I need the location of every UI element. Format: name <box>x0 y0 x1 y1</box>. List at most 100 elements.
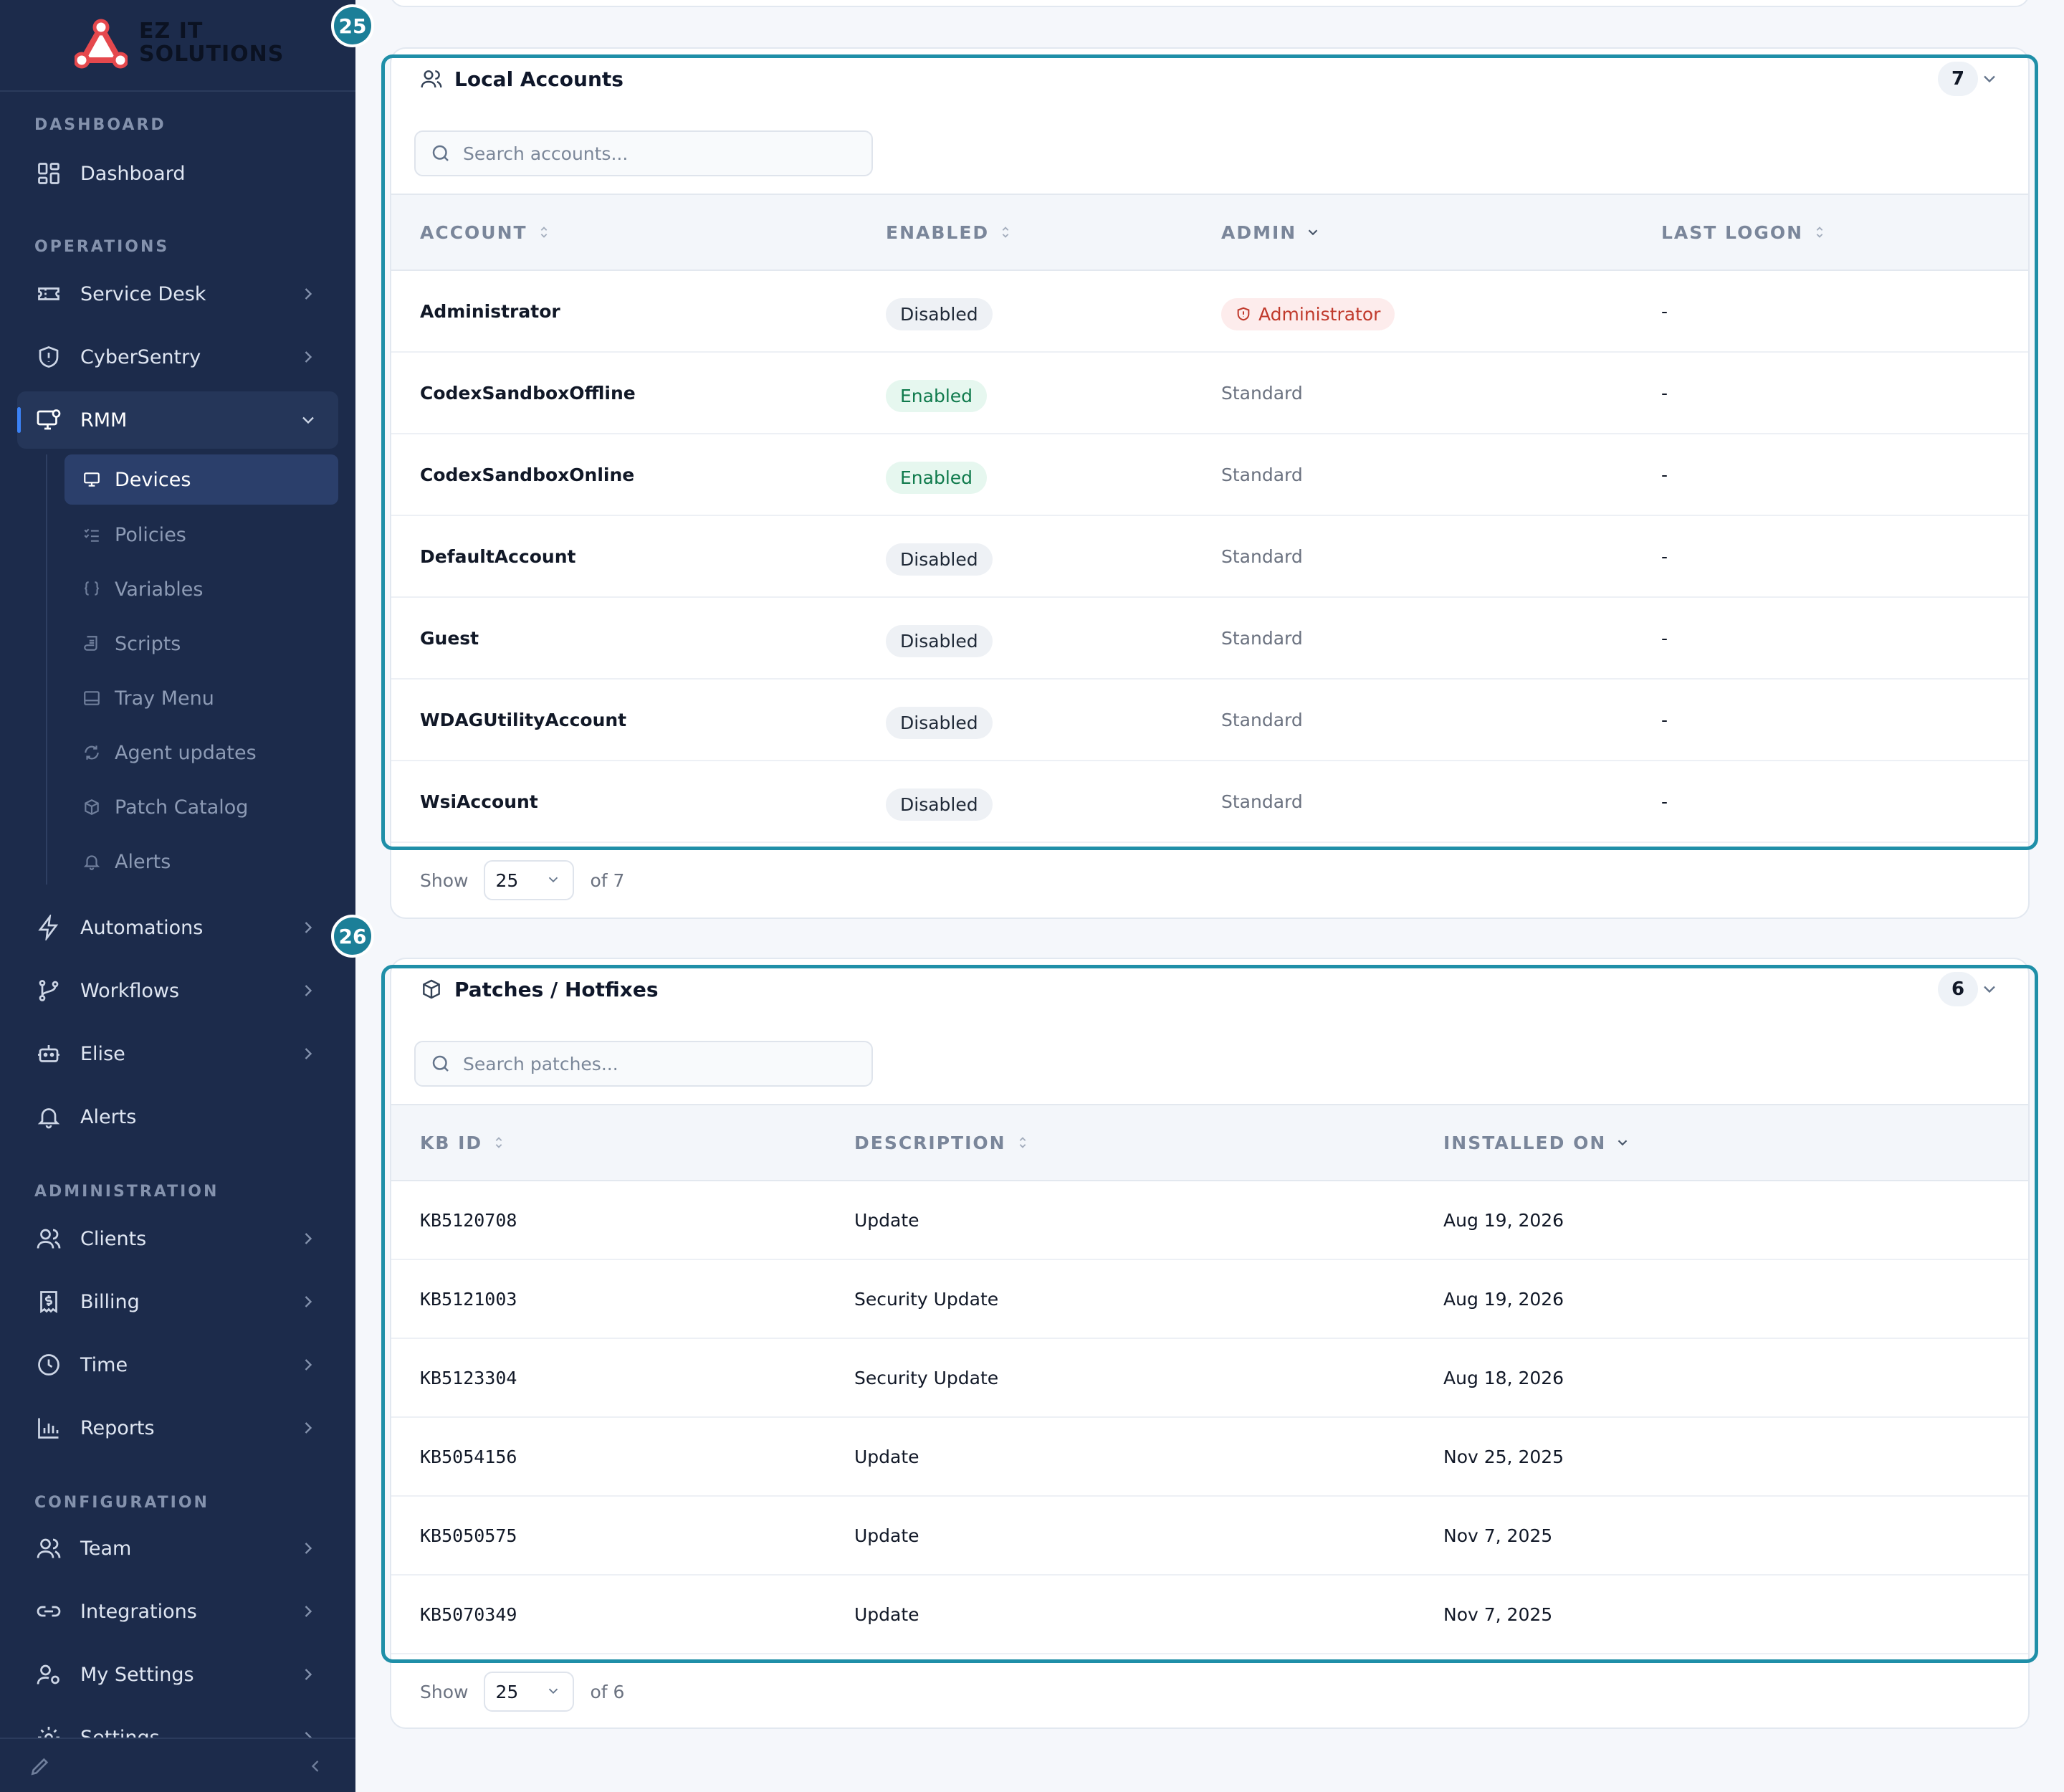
sort-icon <box>1002 227 1009 238</box>
table-row[interactable]: Administrator Disabled Administrator - <box>391 271 2028 353</box>
pencil-icon[interactable] <box>29 1755 52 1778</box>
enabled-cell: Disabled <box>886 519 993 599</box>
chevron-right-icon <box>305 1669 312 1680</box>
sidebar-item-integrations[interactable]: Integrations <box>17 1583 338 1640</box>
table-row[interactable]: KB5120708 Update Aug 19, 2026 <box>391 1181 2028 1260</box>
pagination-total: of 7 <box>590 869 625 891</box>
sidebar-footer <box>0 1738 355 1792</box>
shield-alert-icon <box>1237 307 1250 321</box>
admin-cell: Administrator <box>1221 274 1395 354</box>
sidebar-subitem-patch-catalog[interactable]: Patch Catalog <box>64 782 338 832</box>
search-patches-input[interactable] <box>463 1053 850 1074</box>
table-row[interactable]: CodexSandboxOnline Enabled Standard - <box>391 434 2028 516</box>
installed-on: Aug 19, 2026 <box>1443 1288 1564 1310</box>
brand-name-line2: SOLUTIONS <box>139 42 285 67</box>
column-header-kb-id[interactable]: KB ID <box>420 1105 507 1180</box>
column-header-label: ACCOUNT <box>420 221 527 243</box>
table-row[interactable]: CodexSandboxOffline Enabled Standard - <box>391 353 2028 434</box>
sidebar-item-label: Automations <box>80 916 204 939</box>
sidebar-subitem-policies[interactable]: Policies <box>64 510 338 560</box>
account-name: Guest <box>420 627 479 649</box>
table-row[interactable]: DefaultAccount Disabled Standard - <box>391 516 2028 598</box>
kb-id: KB5050575 <box>420 1525 517 1546</box>
kb-id: KB5054156 <box>420 1446 517 1467</box>
sidebar-item-automations[interactable]: Automations <box>17 899 338 956</box>
sidebar-item-dashboard[interactable]: Dashboard <box>17 145 338 202</box>
page-size-select[interactable]: 25 <box>484 860 575 900</box>
sidebar-item-service-desk[interactable]: Service Desk <box>17 265 338 323</box>
sidebar-item-label: Clients <box>80 1227 147 1250</box>
status-badge: Disabled <box>886 706 993 739</box>
chevron-down-icon[interactable] <box>1979 69 2000 89</box>
search-accounts-input[interactable] <box>463 143 850 164</box>
enabled-cell: Enabled <box>886 356 988 436</box>
users-icon <box>419 66 444 92</box>
column-header-installed-on[interactable]: INSTALLED ON <box>1443 1105 1630 1180</box>
sidebar-subitem-label: Patch Catalog <box>115 796 249 819</box>
sidebar-item-workflows[interactable]: Workflows <box>17 962 338 1019</box>
column-header-enabled[interactable]: ENABLED <box>886 195 1013 270</box>
installed-on: Nov 7, 2025 <box>1443 1603 1553 1625</box>
chevron-right-icon <box>305 351 312 363</box>
sidebar-subitem-label: Alerts <box>115 850 171 873</box>
sidebar-subitem-variables[interactable]: Variables <box>64 564 338 614</box>
sidebar-item-my-settings[interactable]: My Settings <box>17 1646 338 1703</box>
sidebar-item-label: CyberSentry <box>80 345 201 368</box>
bell-icon <box>82 852 102 872</box>
section-label-administration: ADMINISTRATION <box>34 1183 219 1201</box>
table-row[interactable]: KB5121003 Security Update Aug 19, 2026 <box>391 1260 2028 1339</box>
page-size-select[interactable]: 25 <box>484 1672 575 1712</box>
monitor-gear-icon <box>34 406 63 434</box>
search-patches-field[interactable] <box>414 1041 873 1087</box>
chevron-right-icon <box>305 1233 312 1244</box>
column-header-description[interactable]: DESCRIPTION <box>854 1105 1031 1180</box>
sidebar-item-rmm[interactable]: RMM <box>17 391 338 449</box>
list-check-icon <box>82 525 102 545</box>
sidebar-subitem-scripts[interactable]: Scripts <box>64 619 338 669</box>
search-accounts-field[interactable] <box>414 130 873 176</box>
table-row[interactable]: KB5123304 Security Update Aug 18, 2026 <box>391 1339 2028 1418</box>
scroll-icon <box>82 634 102 654</box>
patches-title: Patches / Hotfixes <box>419 973 658 1005</box>
user-cog-icon <box>34 1660 63 1689</box>
sidebar-item-label: My Settings <box>80 1663 194 1686</box>
collapse-sidebar-icon[interactable] <box>305 1756 325 1776</box>
sidebar-item-alerts[interactable]: Alerts <box>17 1088 338 1145</box>
tray-icon <box>82 688 102 708</box>
sidebar-item-time[interactable]: Time <box>17 1336 338 1393</box>
patch-description: Update <box>854 1603 919 1625</box>
column-header-account[interactable]: ACCOUNT <box>420 195 552 270</box>
sort-desc-icon <box>1618 1140 1628 1146</box>
chevron-down-icon[interactable] <box>1979 979 2000 999</box>
bot-icon <box>34 1039 63 1068</box>
account-name: WDAGUtilityAccount <box>420 709 627 730</box>
table-row[interactable]: WDAGUtilityAccount Disabled Standard - <box>391 680 2028 761</box>
sidebar-item-elise[interactable]: Elise <box>17 1025 338 1082</box>
status-badge: Enabled <box>886 461 988 494</box>
table-row[interactable]: KB5070349 Update Nov 7, 2025 <box>391 1576 2028 1654</box>
sidebar-item-billing[interactable]: Billing <box>17 1273 338 1330</box>
table-row[interactable]: KB5050575 Update Nov 7, 2025 <box>391 1497 2028 1576</box>
sidebar-item-reports[interactable]: Reports <box>17 1399 338 1457</box>
grid-icon <box>34 159 63 188</box>
sidebar-item-cybersentry[interactable]: CyberSentry <box>17 328 338 386</box>
step-badge-25: 25 <box>331 4 374 47</box>
sidebar-item-clients[interactable]: Clients <box>17 1210 338 1267</box>
section-label-configuration: CONFIGURATION <box>34 1494 209 1512</box>
pagination-show-label: Show <box>420 869 469 891</box>
section-label-operations: OPERATIONS <box>34 238 170 256</box>
sidebar-item-team[interactable]: Team <box>17 1520 338 1577</box>
column-header-admin[interactable]: ADMIN <box>1221 195 1321 270</box>
column-header-last-logon[interactable]: LAST LOGON <box>1661 195 1828 270</box>
table-row[interactable]: Guest Disabled Standard - <box>391 598 2028 680</box>
bolt-icon <box>34 913 63 942</box>
status-badge: Disabled <box>886 543 993 576</box>
sidebar-subitem-devices[interactable]: Devices <box>64 454 338 505</box>
table-row[interactable]: KB5054156 Update Nov 25, 2025 <box>391 1418 2028 1497</box>
sidebar-subitem-tray-menu[interactable]: Tray Menu <box>64 673 338 723</box>
table-row[interactable]: WsiAccount Disabled Standard - <box>391 761 2028 843</box>
sidebar-subitem-agent-updates[interactable]: Agent updates <box>64 728 338 778</box>
kb-id: KB5121003 <box>420 1288 517 1310</box>
chevron-down-icon <box>302 416 314 424</box>
sidebar-subitem-alerts[interactable]: Alerts <box>64 837 338 887</box>
